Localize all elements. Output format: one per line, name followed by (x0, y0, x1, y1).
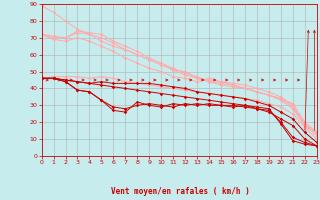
Text: Vent moyen/en rafales ( km/h ): Vent moyen/en rafales ( km/h ) (111, 187, 250, 196)
